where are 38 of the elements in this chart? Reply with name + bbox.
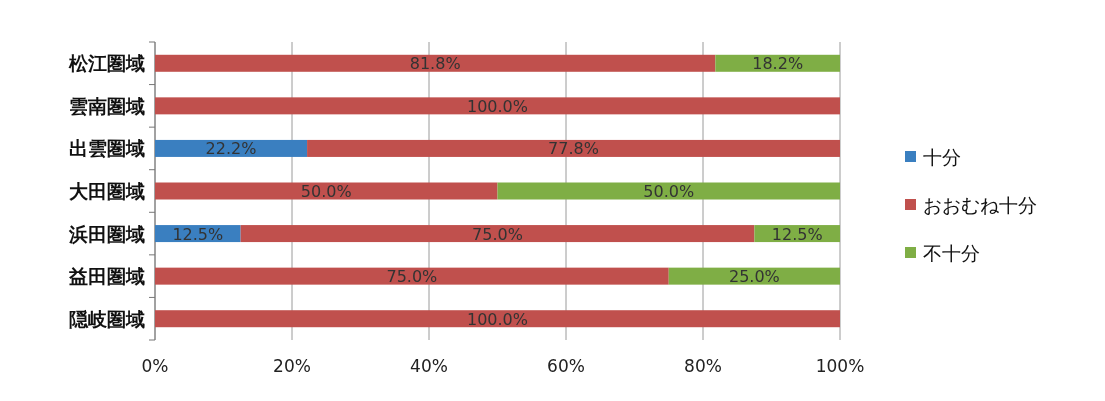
data-label: 50.0% <box>643 182 695 201</box>
x-tick-label: 20% <box>273 356 311 376</box>
y-tick-label: 隠岐圏域 <box>69 307 145 330</box>
bar <box>155 54 716 72</box>
x-tick-label: 60% <box>547 356 585 376</box>
legend-label: おおむね十分 <box>923 194 1037 216</box>
x-tick-label: 0% <box>141 356 169 376</box>
bar <box>155 97 840 115</box>
bar <box>307 139 840 157</box>
data-label: 75.0% <box>472 224 523 244</box>
data-label: 75.0% <box>386 267 438 287</box>
y-tick-label: 浜田圏域 <box>68 222 145 245</box>
legend-label: 不十分 <box>923 242 980 264</box>
data-label: 22.2% <box>205 139 257 159</box>
bar <box>668 267 840 285</box>
x-tick-label: 80% <box>684 356 722 376</box>
bar <box>240 225 755 243</box>
bar <box>155 267 669 285</box>
data-label: 50.0% <box>300 182 352 201</box>
y-tick-label: 出雲圏域 <box>69 137 145 160</box>
data-label: 81.8% <box>409 54 461 74</box>
data-label: 100.0% <box>466 309 529 329</box>
bar <box>155 310 840 328</box>
y-tick-label: 大田圏域 <box>69 180 145 202</box>
data-label: 18.2% <box>752 54 804 74</box>
data-label: 12.5% <box>771 224 823 244</box>
y-tick-label: 益田圏域 <box>68 265 145 288</box>
data-label: 77.8% <box>548 139 599 159</box>
y-tick-label: 松江圏域 <box>68 52 145 75</box>
data-label: 12.5% <box>172 224 224 244</box>
x-tick-label: 40% <box>410 356 448 376</box>
x-tick-label: 100% <box>815 356 865 376</box>
bar <box>155 182 498 200</box>
data-label: 100.0% <box>466 96 529 116</box>
y-tick-label: 雲南圏域 <box>69 94 145 117</box>
data-label: 25.0% <box>728 267 780 287</box>
legend-label: 十分 <box>923 146 961 168</box>
bar <box>497 182 840 200</box>
